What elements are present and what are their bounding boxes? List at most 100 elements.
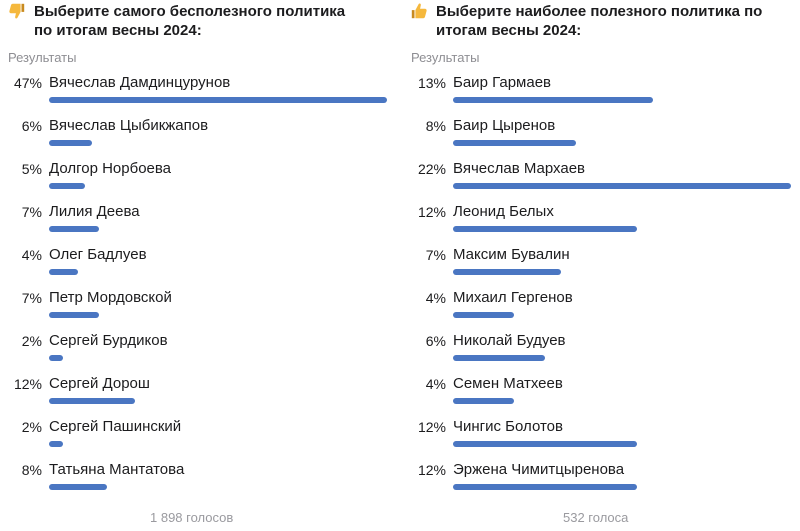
option-bar-track bbox=[49, 398, 135, 404]
option-bar-track bbox=[49, 226, 99, 232]
option-label: Вячеслав Мархаев bbox=[453, 160, 586, 177]
option-percent: 6% bbox=[21, 118, 42, 134]
option-label: Сергей Бурдиков bbox=[49, 332, 168, 349]
thumbs-up-icon bbox=[411, 3, 427, 19]
option-percent: 2% bbox=[21, 333, 42, 349]
poll-option[interactable]: 22% Вячеслав Мархаев bbox=[404, 158, 800, 201]
poll-option[interactable]: 7% Лилия Деева bbox=[0, 201, 400, 244]
option-bar-track bbox=[453, 312, 514, 318]
option-label: Максим Бувалин bbox=[453, 246, 570, 263]
option-label: Чингис Болотов bbox=[453, 418, 563, 435]
votes-count[interactable]: 532 голоса bbox=[563, 510, 629, 525]
option-label: Семен Матхеев bbox=[453, 375, 563, 392]
option-percent: 12% bbox=[417, 204, 446, 220]
poll-option[interactable]: 12% Сергей Дорош bbox=[0, 373, 400, 416]
poll-option[interactable]: 7% Петр Мордовской bbox=[0, 287, 400, 330]
option-bar-track bbox=[453, 398, 514, 404]
option-percent: 13% bbox=[417, 75, 446, 91]
poll-option[interactable]: 13% Баир Гармаев bbox=[404, 72, 800, 115]
option-percent: 7% bbox=[21, 204, 42, 220]
results-label: Результаты bbox=[8, 50, 77, 65]
option-bar-track bbox=[453, 355, 545, 361]
option-percent: 22% bbox=[417, 161, 446, 177]
option-percent: 8% bbox=[21, 462, 42, 478]
thumbs-down-icon bbox=[9, 3, 25, 19]
option-percent: 4% bbox=[425, 376, 446, 392]
option-label: Баир Цыренов bbox=[453, 117, 556, 134]
option-percent: 4% bbox=[21, 247, 42, 263]
option-label: Лилия Деева bbox=[49, 203, 140, 220]
option-bar-fill bbox=[453, 140, 576, 146]
poll-option[interactable]: 6% Вячеслав Цыбикжапов bbox=[0, 115, 400, 158]
poll-options: 13% Баир Гармаев 8% Баир Цыренов 22% Вячеслав… bbox=[404, 72, 800, 502]
poll-option[interactable]: 6% Николай Будуев bbox=[404, 330, 800, 373]
option-bar-fill bbox=[49, 355, 63, 361]
poll-title-line2: итогам весны 2024: bbox=[436, 22, 582, 39]
poll-option[interactable]: 4% Михаил Гергенов bbox=[404, 287, 800, 330]
option-percent: 6% bbox=[425, 333, 446, 349]
poll-option[interactable]: 2% Сергей Бурдиков bbox=[0, 330, 400, 373]
poll-option[interactable]: 5% Долгор Норбоева bbox=[0, 158, 400, 201]
option-bar-fill bbox=[49, 484, 107, 490]
poll-option[interactable]: 12% Леонид Белых bbox=[404, 201, 800, 244]
option-bar-fill bbox=[453, 269, 561, 275]
option-bar-track bbox=[49, 183, 85, 189]
option-bar-fill bbox=[453, 183, 791, 189]
option-percent: 12% bbox=[417, 462, 446, 478]
option-label: Петр Мордовской bbox=[49, 289, 172, 306]
option-bar-track bbox=[49, 312, 99, 318]
option-bar-track bbox=[49, 355, 63, 361]
option-bar-track bbox=[453, 484, 637, 490]
poll-option[interactable]: 4% Семен Матхеев bbox=[404, 373, 800, 416]
poll-best-politician: Выберите наиболее полезного политика по … bbox=[404, 0, 800, 525]
option-label: Сергей Пашинский bbox=[49, 418, 182, 435]
option-bar-fill bbox=[49, 269, 78, 275]
poll-title: Выберите наиболее полезного политика по … bbox=[404, 0, 800, 40]
option-bar-fill bbox=[453, 312, 514, 318]
option-bar-track bbox=[453, 97, 653, 103]
option-label: Леонид Белых bbox=[453, 203, 554, 220]
option-label: Эржена Чимитцыренова bbox=[453, 461, 625, 478]
poll-option[interactable]: 12% Эржена Чимитцыренова bbox=[404, 459, 800, 502]
option-percent: 12% bbox=[417, 419, 446, 435]
option-bar-fill bbox=[453, 226, 637, 232]
poll-options: 47% Вячеслав Дамдинцурунов 6% Вячеслав Цыби… bbox=[0, 72, 400, 502]
option-label: Татьяна Мантатова bbox=[49, 461, 185, 478]
option-percent: 7% bbox=[21, 290, 42, 306]
poll-option[interactable]: 12% Чингис Болотов bbox=[404, 416, 800, 459]
option-bar-track bbox=[49, 484, 107, 490]
option-bar-fill bbox=[453, 484, 637, 490]
option-label: Михаил Гергенов bbox=[453, 289, 573, 306]
option-bar-track bbox=[453, 441, 637, 447]
option-bar-track bbox=[453, 226, 637, 232]
option-label: Вячеслав Цыбикжапов bbox=[49, 117, 209, 134]
option-percent: 47% bbox=[13, 75, 42, 91]
option-bar-track bbox=[49, 269, 78, 275]
option-bar-fill bbox=[49, 441, 63, 447]
poll-option[interactable]: 47% Вячеслав Дамдинцурунов bbox=[0, 72, 400, 115]
option-bar-track bbox=[453, 269, 561, 275]
option-bar-fill bbox=[49, 398, 135, 404]
poll-option[interactable]: 2% Сергей Пашинский bbox=[0, 416, 400, 459]
option-bar-track bbox=[453, 183, 791, 189]
option-percent: 4% bbox=[425, 290, 446, 306]
poll-option[interactable]: 7% Максим Бувалин bbox=[404, 244, 800, 287]
option-percent: 8% bbox=[425, 118, 446, 134]
option-label: Долгор Норбоева bbox=[49, 160, 172, 177]
poll-title: Выберите самого бесполезного политика по… bbox=[0, 0, 400, 40]
option-bar-fill bbox=[49, 183, 85, 189]
poll-option[interactable]: 8% Татьяна Мантатова bbox=[0, 459, 400, 502]
option-label: Вячеслав Дамдинцурунов bbox=[49, 74, 231, 91]
poll-option[interactable]: 4% Олег Бадлуев bbox=[0, 244, 400, 287]
votes-count[interactable]: 1 898 голосов bbox=[150, 510, 234, 525]
option-label: Сергей Дорош bbox=[49, 375, 150, 392]
option-bar-track bbox=[49, 441, 63, 447]
option-bar-fill bbox=[453, 355, 545, 361]
poll-title-line1: Выберите наиболее полезного политика по bbox=[436, 3, 763, 20]
option-bar-fill bbox=[49, 226, 99, 232]
poll-option[interactable]: 8% Баир Цыренов bbox=[404, 115, 800, 158]
option-bar-track bbox=[49, 140, 92, 146]
option-bar-track bbox=[453, 140, 576, 146]
option-percent: 12% bbox=[13, 376, 42, 392]
results-label: Результаты bbox=[411, 50, 480, 65]
